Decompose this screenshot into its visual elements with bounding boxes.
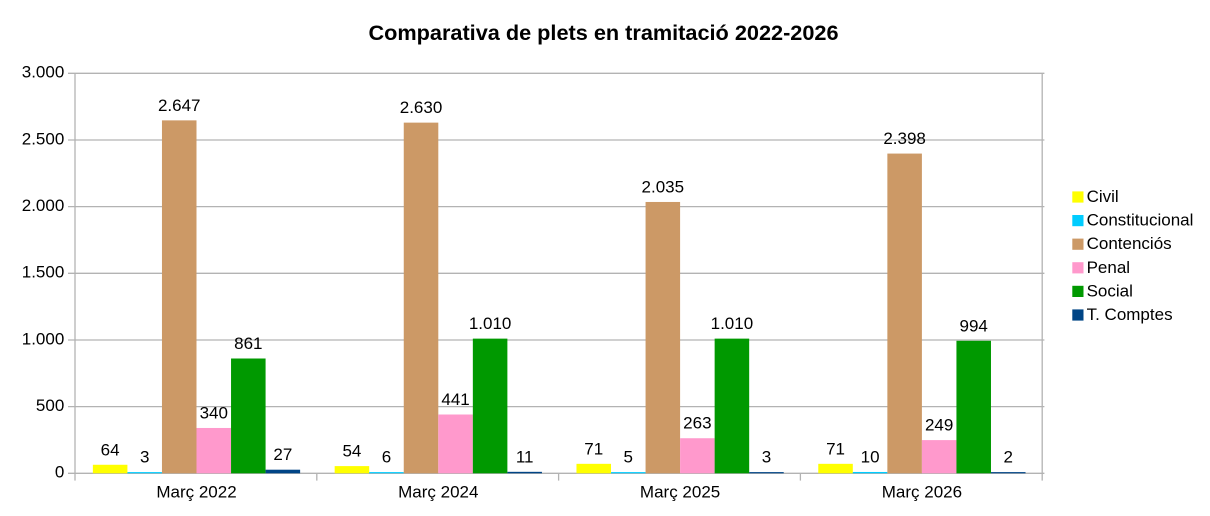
svg-text:Penal: Penal — [1087, 258, 1130, 277]
svg-text:T. Comptes: T. Comptes — [1087, 305, 1173, 324]
svg-text:Març 2025: Març 2025 — [640, 483, 720, 502]
svg-text:1.500: 1.500 — [22, 263, 65, 282]
svg-text:500: 500 — [36, 396, 64, 415]
svg-text:2.647: 2.647 — [158, 96, 201, 115]
svg-text:441: 441 — [441, 390, 469, 409]
svg-text:Social: Social — [1087, 281, 1133, 300]
svg-text:249: 249 — [925, 416, 953, 435]
svg-text:Constitucional: Constitucional — [1087, 211, 1194, 230]
svg-text:11: 11 — [516, 447, 534, 466]
svg-text:Març 2022: Març 2022 — [156, 483, 236, 502]
svg-text:6: 6 — [382, 448, 391, 467]
svg-text:1.000: 1.000 — [22, 329, 65, 348]
svg-text:5: 5 — [624, 448, 633, 467]
svg-text:10: 10 — [861, 447, 880, 466]
svg-text:Març 2026: Març 2026 — [882, 483, 962, 502]
svg-text:27: 27 — [273, 445, 292, 464]
svg-text:2: 2 — [1004, 448, 1013, 467]
svg-text:Comparativa de plets en tramit: Comparativa de plets en tramitació 2022-… — [368, 20, 838, 45]
svg-text:2.630: 2.630 — [400, 98, 443, 117]
svg-text:0: 0 — [55, 463, 64, 482]
svg-text:2.500: 2.500 — [22, 129, 65, 148]
svg-text:2.398: 2.398 — [883, 129, 926, 148]
svg-text:2.035: 2.035 — [642, 177, 685, 196]
svg-text:Març 2024: Març 2024 — [398, 483, 478, 502]
svg-text:71: 71 — [584, 439, 603, 458]
svg-text:2.000: 2.000 — [22, 196, 65, 215]
svg-text:994: 994 — [960, 316, 988, 335]
svg-text:340: 340 — [200, 403, 228, 422]
svg-text:3: 3 — [762, 448, 771, 467]
svg-text:Civil: Civil — [1087, 187, 1119, 206]
svg-text:861: 861 — [234, 334, 262, 353]
svg-text:1.010: 1.010 — [711, 314, 754, 333]
svg-text:71: 71 — [826, 439, 845, 458]
svg-text:54: 54 — [342, 442, 361, 461]
svg-text:3.000: 3.000 — [22, 63, 65, 82]
svg-text:64: 64 — [101, 440, 120, 459]
svg-text:1.010: 1.010 — [469, 314, 512, 333]
svg-text:263: 263 — [683, 414, 711, 433]
svg-text:Contenciós: Contenciós — [1087, 234, 1172, 253]
svg-text:3: 3 — [140, 448, 149, 467]
